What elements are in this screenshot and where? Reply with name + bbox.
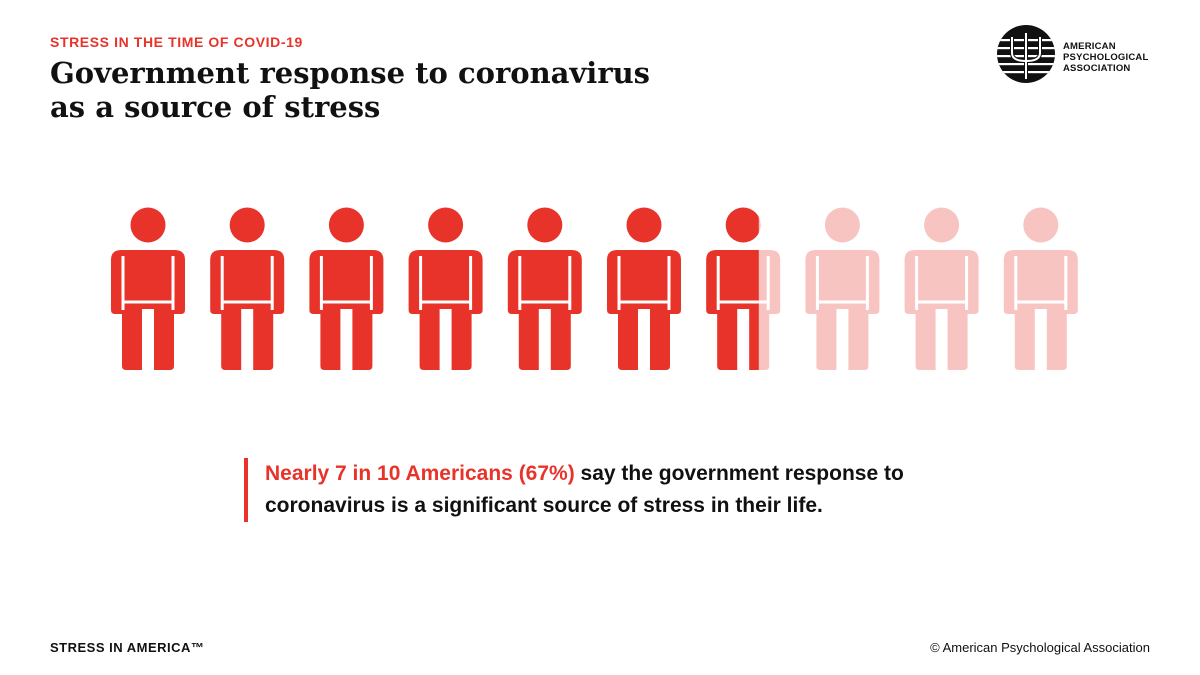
logo-text: AMERICAN PSYCHOLOGICAL ASSOCIATION (1063, 41, 1148, 74)
person-body (607, 250, 681, 370)
person-head (924, 207, 960, 243)
person-body (507, 250, 582, 370)
person-filled (408, 207, 483, 370)
person-head (328, 207, 364, 243)
person-icon-4 (408, 207, 483, 370)
person-icon-9 (904, 207, 979, 370)
person-head (130, 207, 166, 243)
person-icon-8 (805, 207, 880, 370)
title-line-2: as a source of stress (50, 90, 381, 124)
person-icon-5 (507, 207, 582, 370)
person-body (408, 250, 483, 370)
person-empty (904, 207, 979, 370)
callout: Nearly 7 in 10 Americans (67%) say the g… (244, 458, 995, 522)
person-head (725, 207, 759, 243)
person-icon-1 (111, 207, 185, 370)
person-head (229, 207, 265, 243)
person-head (428, 207, 464, 243)
person-icon-3 (309, 207, 384, 370)
logo-line-2: PSYCHOLOGICAL (1063, 52, 1149, 63)
person-icon-7 (706, 207, 781, 370)
person-head (527, 207, 563, 243)
title-line-1: Government response to coronavirus (50, 56, 651, 90)
person-body (111, 250, 185, 370)
person-body (805, 250, 880, 370)
person-head (626, 207, 662, 243)
apa-logo: AMERICAN PSYCHOLOGICAL ASSOCIATION (997, 25, 1157, 85)
person-filled (507, 207, 582, 370)
person-filled-part (706, 207, 759, 370)
page-title: Government response to coronavirus as a … (50, 56, 750, 124)
person-head (824, 207, 860, 243)
person-empty (805, 207, 880, 370)
person-icon-10 (1003, 207, 1078, 370)
logo-line-1: AMERICAN (1063, 41, 1116, 52)
person-filled (607, 207, 681, 370)
person-body (904, 250, 979, 370)
apa-psi-icon (997, 25, 1055, 83)
person-filled (210, 207, 285, 370)
person-filled (111, 207, 185, 370)
person-body (210, 250, 285, 370)
person-head (1023, 207, 1059, 243)
person-filled (309, 207, 384, 370)
person-body (1003, 250, 1078, 370)
person-icon-6 (607, 207, 681, 370)
footer-copyright: © American Psychological Association (930, 640, 1150, 655)
person-body (309, 250, 384, 370)
callout-text: say the government response to coronavir… (265, 462, 904, 517)
person-icon-2 (210, 207, 285, 370)
kicker: STRESS IN THE TIME OF COVID-19 (50, 34, 303, 50)
callout-highlight: Nearly 7 in 10 Americans (67%) (265, 462, 575, 485)
logo-line-3: ASSOCIATION (1063, 63, 1131, 74)
footer-brand: STRESS IN AMERICA™ (50, 640, 205, 655)
person-empty (1003, 207, 1078, 370)
